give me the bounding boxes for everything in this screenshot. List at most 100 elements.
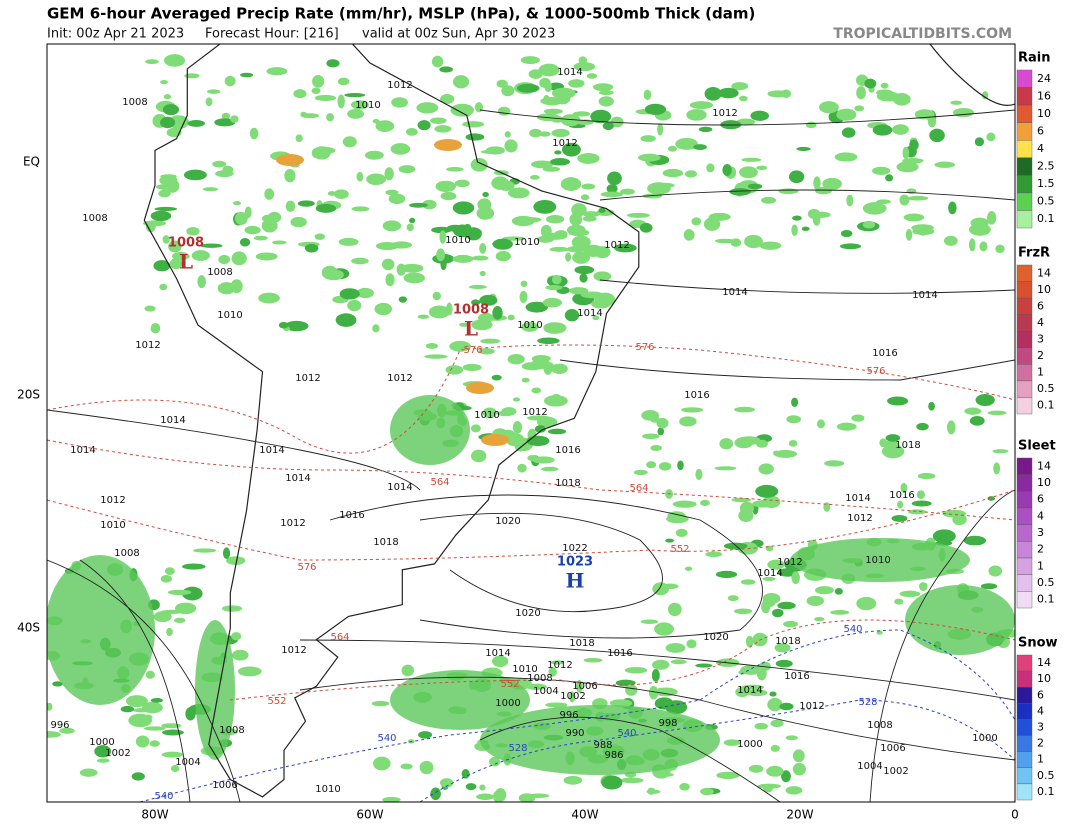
legend-tick-label: 2 bbox=[1037, 737, 1044, 750]
precip-patch bbox=[431, 226, 452, 234]
isobar-label: 1006 bbox=[572, 681, 597, 692]
precip-patch bbox=[550, 157, 570, 166]
isobar-label: 1004 bbox=[857, 761, 882, 772]
isobar-label: 1000 bbox=[737, 739, 762, 750]
pressure-center-value: 1008 bbox=[168, 236, 204, 251]
legend-tick-label: 3 bbox=[1037, 526, 1044, 539]
precip-patch bbox=[521, 321, 539, 332]
legend-tick-label: 1 bbox=[1037, 366, 1044, 379]
precip-patch bbox=[526, 415, 551, 421]
legend-tick-label: 6 bbox=[1037, 299, 1044, 312]
precip-patch bbox=[565, 252, 572, 262]
precip-patch bbox=[175, 602, 197, 615]
precip-patch bbox=[476, 793, 495, 800]
precip-patch bbox=[446, 166, 464, 172]
legend-swatch bbox=[1016, 364, 1033, 382]
precip-patch bbox=[131, 772, 145, 781]
heavy-precip bbox=[276, 154, 304, 166]
isobar bbox=[479, 109, 1015, 126]
thickness-label: 552 bbox=[670, 544, 689, 555]
precip-patch bbox=[197, 275, 206, 289]
precip-patch bbox=[323, 269, 344, 281]
precip-patch bbox=[382, 220, 402, 232]
precip-patch bbox=[546, 214, 565, 224]
precip-patch bbox=[767, 559, 785, 570]
isobar bbox=[479, 716, 781, 802]
precip-patch bbox=[667, 145, 678, 152]
precip-patch bbox=[750, 110, 769, 121]
precip-patch bbox=[647, 787, 656, 795]
precip-patch bbox=[482, 191, 489, 198]
precip-patch bbox=[968, 223, 991, 236]
precip-patch bbox=[526, 435, 550, 447]
precip-patch bbox=[739, 166, 758, 179]
precip-patch bbox=[338, 237, 359, 246]
precip-patch bbox=[347, 109, 365, 119]
precip-patch bbox=[480, 338, 501, 344]
isobar-label: 1014 bbox=[387, 482, 412, 493]
precip-patch bbox=[620, 188, 635, 195]
precip-patch bbox=[946, 420, 956, 435]
heavy-precip bbox=[481, 434, 509, 446]
legend-swatch bbox=[1016, 157, 1033, 176]
precip-patch bbox=[304, 243, 319, 253]
isobar-label: 1014 bbox=[285, 473, 310, 484]
precip-patch bbox=[400, 263, 424, 273]
precip-patch bbox=[193, 548, 217, 553]
precip-patch bbox=[640, 135, 656, 143]
precip-patch bbox=[529, 175, 540, 180]
precip-patch bbox=[143, 726, 166, 731]
precip-patch bbox=[520, 56, 540, 65]
precip-patch bbox=[230, 279, 243, 294]
precip-patch bbox=[714, 238, 736, 244]
precip-patch bbox=[736, 118, 756, 126]
precip-patch bbox=[145, 670, 155, 679]
precip-patch bbox=[777, 601, 796, 610]
precip-patch bbox=[452, 75, 470, 89]
precip-patch bbox=[492, 306, 503, 320]
precip-patch bbox=[899, 590, 921, 598]
precip-patch bbox=[583, 658, 603, 663]
precip-patch bbox=[695, 468, 703, 481]
legend-swatch bbox=[1016, 192, 1033, 211]
legend-swatch bbox=[1016, 557, 1033, 575]
precip-patch bbox=[390, 143, 411, 155]
precip-patch bbox=[665, 538, 675, 543]
isobars bbox=[47, 109, 1015, 802]
precip-patch bbox=[436, 248, 446, 262]
longitude-label: 60W bbox=[356, 808, 383, 822]
precip-patch bbox=[892, 124, 909, 135]
precip-patch bbox=[492, 238, 513, 250]
precip-patch bbox=[564, 309, 580, 322]
isobar-label: 1012 bbox=[135, 340, 160, 351]
thickness-label: 540 bbox=[154, 791, 173, 802]
isobar-label: 1008 bbox=[114, 548, 139, 559]
legend-swatch bbox=[1016, 591, 1033, 609]
precip-patch bbox=[161, 723, 182, 729]
precip-patch bbox=[533, 199, 557, 214]
precip-patch bbox=[120, 705, 135, 713]
precip-patch bbox=[654, 697, 674, 710]
precip-patch bbox=[145, 59, 159, 65]
precip-patch bbox=[840, 229, 853, 238]
precip-patch bbox=[667, 602, 682, 617]
precip-patch bbox=[598, 96, 614, 107]
precip-patch bbox=[574, 265, 595, 275]
precip-patch bbox=[230, 115, 239, 123]
precip-patch bbox=[754, 722, 768, 730]
legend-tick-label: 4 bbox=[1037, 704, 1044, 717]
precip-patch bbox=[530, 160, 554, 169]
legend-tick-label: 6 bbox=[1037, 124, 1044, 137]
precip-patch bbox=[425, 343, 438, 349]
legend-tick-label: 14 bbox=[1037, 459, 1051, 472]
precip-patch bbox=[602, 121, 614, 131]
precip-patch bbox=[162, 235, 170, 244]
precip-patch bbox=[381, 258, 395, 271]
legend-tick-label: 10 bbox=[1037, 107, 1051, 120]
legend-tick-label: 16 bbox=[1037, 89, 1051, 102]
isobar-label: 1018 bbox=[775, 636, 800, 647]
precip-patch bbox=[183, 169, 207, 181]
precip-patch bbox=[834, 587, 843, 595]
precip-patch bbox=[497, 106, 511, 116]
legend-swatch bbox=[1016, 767, 1033, 785]
